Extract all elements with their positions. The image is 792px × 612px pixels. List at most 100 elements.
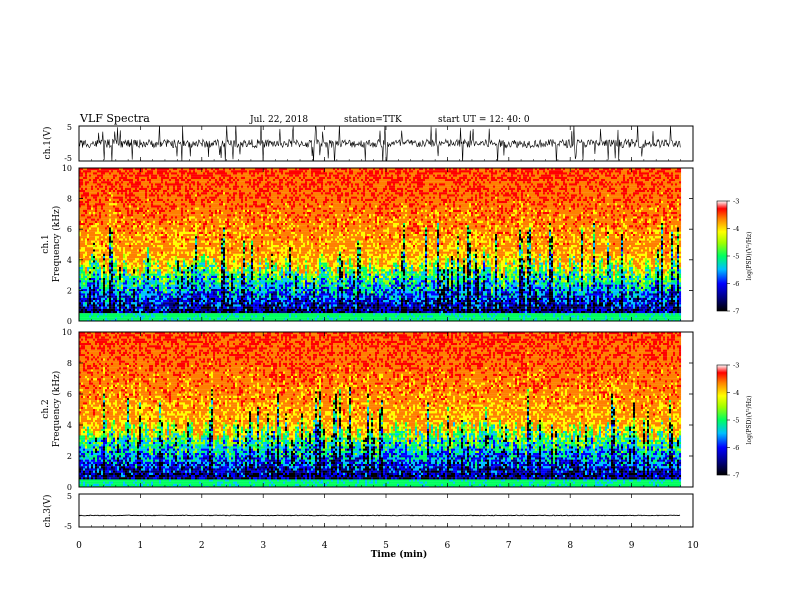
ch1-spectrogram-cell bbox=[149, 176, 152, 180]
ch1-spectrogram-cell bbox=[159, 253, 162, 257]
ch1-spectrogram-cell bbox=[207, 212, 210, 215]
ch1-spectrogram-cell bbox=[79, 205, 82, 208]
ch1-spectrogram-cell bbox=[201, 181, 204, 184]
ch1-spectrogram-cell bbox=[151, 304, 154, 307]
ch1-spectrogram-cell bbox=[139, 278, 142, 281]
ch1-spectrogram-cell bbox=[157, 282, 160, 285]
ch1-spectrogram-cell bbox=[151, 286, 154, 290]
ch1-spectrogram-cell bbox=[131, 297, 134, 301]
ch1-spectrogram-cell bbox=[83, 262, 86, 265]
ch1-spectrogram-cell bbox=[213, 242, 216, 246]
ch1-spectrogram-cell bbox=[217, 286, 220, 290]
ch1-spectrogram-cell bbox=[203, 223, 206, 226]
ch1-spectrogram-cell bbox=[89, 306, 92, 309]
ch1-spectrogram-cell bbox=[109, 185, 112, 188]
ch1-spectrogram-cell bbox=[201, 308, 204, 312]
ch1-spectrogram-cell bbox=[197, 295, 200, 298]
ch1-spectrogram-cell bbox=[109, 295, 112, 298]
ch1-spectrogram-cell bbox=[169, 236, 172, 239]
ch1-spectrogram-cell bbox=[147, 229, 150, 232]
ch1-spectrogram-cell bbox=[217, 183, 220, 186]
ch1-spectrogram-cell bbox=[159, 238, 162, 241]
ch1-spectrogram-cell bbox=[191, 260, 194, 263]
ch1-spectrogram-cell bbox=[197, 308, 200, 312]
ch1-spectrogram-cell bbox=[187, 264, 190, 268]
ch1-spectrogram-cell bbox=[209, 203, 212, 206]
ch1-spectrogram-cell bbox=[217, 280, 220, 283]
ch1-spectrogram-cell bbox=[97, 218, 100, 221]
ch1-spectrogram-cell bbox=[209, 275, 212, 279]
ch1-spectrogram-cell bbox=[191, 278, 194, 281]
ch1-spectrogram-cell bbox=[181, 207, 184, 210]
ch1-spectrogram-cell bbox=[89, 234, 92, 237]
ch1-spectrogram-cell bbox=[139, 300, 142, 303]
ch1-spectrogram-cell bbox=[121, 194, 124, 197]
ch1-spectrogram-cell bbox=[139, 174, 142, 177]
ch1-spectrogram-cell bbox=[153, 295, 156, 298]
ch1-spectrogram-cell bbox=[185, 238, 188, 241]
ch1-spectrogram-cell bbox=[93, 284, 96, 287]
ch1-spectrogram-cell bbox=[131, 172, 134, 175]
ch1-spectrogram-cell bbox=[183, 185, 186, 188]
ch1-spectrogram-cell bbox=[195, 247, 198, 250]
ch1-spectrogram-cell bbox=[115, 176, 118, 180]
ch1-spectrogram-cell bbox=[125, 168, 128, 171]
ch1-spectrogram-cell bbox=[89, 214, 92, 217]
ch1-spectrogram-cell bbox=[139, 231, 142, 235]
ch1-spectrogram-cell bbox=[125, 201, 128, 204]
ch1-spectrogram-cell bbox=[207, 176, 210, 180]
ch1-spectrogram-cell bbox=[125, 247, 128, 250]
ch1-spectrogram-cell bbox=[217, 260, 220, 263]
ch1-spectrogram-cell bbox=[161, 278, 164, 281]
ch1-spectrogram-cell bbox=[165, 271, 168, 274]
ch1-spectrogram-cell bbox=[159, 304, 162, 307]
ch1-spectrogram-cell bbox=[103, 262, 106, 265]
ch1-spectrogram-cell bbox=[101, 192, 104, 195]
ch1-spectrogram-cell bbox=[161, 198, 164, 202]
ch1-spectrogram-cell bbox=[193, 269, 196, 272]
ch1-spectrogram-cell bbox=[101, 223, 104, 226]
ch1-spectrogram-cell bbox=[109, 280, 112, 283]
ch1-spectrogram-cell bbox=[153, 238, 156, 241]
ch1-spectrogram-cell bbox=[125, 256, 128, 259]
ch1-spectrogram-cell bbox=[219, 264, 222, 268]
ch1-spectrogram-cell bbox=[181, 297, 184, 301]
ch1-spectrogram-cell bbox=[155, 238, 158, 241]
ch1-spectrogram-cell bbox=[169, 282, 172, 285]
ch1-spectrogram-cell bbox=[159, 227, 162, 230]
ch1-spectrogram-cell bbox=[149, 201, 152, 204]
ch1-spectrogram-cell bbox=[169, 293, 172, 296]
ch1-spectrogram-cell bbox=[133, 220, 136, 224]
ch1-spectrogram-cell bbox=[191, 311, 194, 314]
ch1-spectrogram-cell bbox=[181, 247, 184, 250]
ch1-spectrogram-cell bbox=[83, 172, 86, 175]
ch1-spectrogram-cell bbox=[93, 201, 96, 204]
ch1-spectrogram-cell bbox=[123, 190, 126, 193]
ch1-spectrogram-cell bbox=[135, 207, 138, 210]
ch1-spectrogram-cell bbox=[215, 183, 218, 186]
ch1-spectrogram-cell bbox=[153, 264, 156, 268]
ch1-spectrogram-cell bbox=[147, 269, 150, 272]
ch1-spectrogram-cell bbox=[115, 212, 118, 215]
ch1-spectrogram-cell bbox=[153, 216, 156, 219]
ch1-spectrogram-cell bbox=[173, 280, 176, 283]
ch1-spectrogram-cell bbox=[141, 205, 144, 208]
ch1-spectrogram-cell bbox=[127, 240, 130, 243]
ch1-spectrogram-cell bbox=[159, 179, 162, 182]
ch1-spectrogram-cell bbox=[137, 282, 140, 285]
ch1-spectrogram-cell bbox=[221, 181, 224, 184]
ch1-spectrogram-cell bbox=[79, 183, 82, 186]
ch1-spectrogram-cell bbox=[103, 313, 106, 316]
ch1-spectrogram-cell bbox=[163, 238, 166, 241]
ch1-spectrogram-cell bbox=[83, 229, 86, 232]
ch1-spectrogram-cell bbox=[121, 256, 124, 259]
ch1-spectrogram-cell bbox=[189, 198, 192, 202]
ch1-spectrogram-cell bbox=[125, 289, 128, 292]
ch1-spectrogram-cell bbox=[205, 289, 208, 292]
ch1-spectrogram-cell bbox=[99, 225, 102, 228]
ch1-spectrogram-cell bbox=[99, 179, 102, 182]
ch1-spectrogram-cell bbox=[207, 238, 210, 241]
ch1-spectrogram-cell bbox=[97, 245, 100, 248]
ch1-spectrogram-cell bbox=[189, 227, 192, 230]
ch1-spectrogram-cell bbox=[135, 216, 138, 219]
